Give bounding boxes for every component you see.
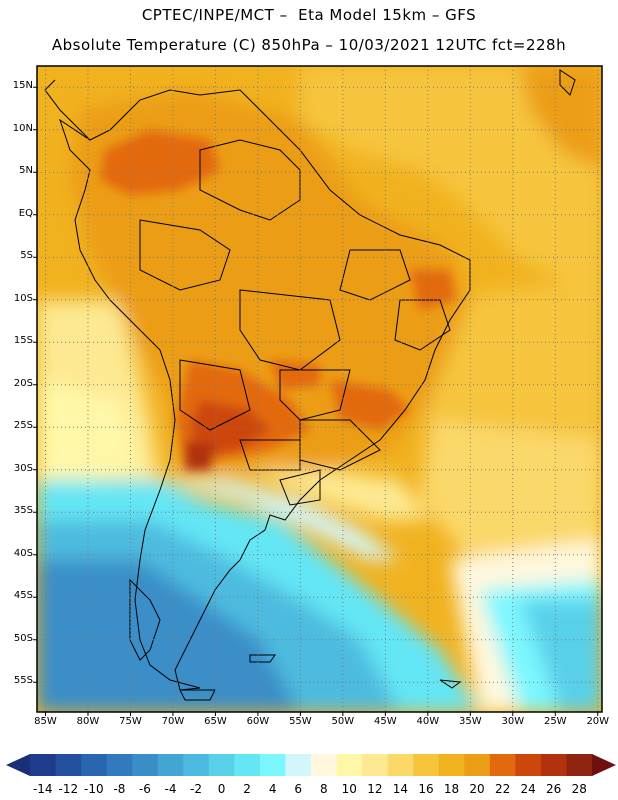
lon-label: 65W (204, 716, 227, 727)
lat-label: 20S (13, 377, 33, 389)
lat-label: 40S (13, 547, 33, 559)
colorbar-swatch (566, 754, 593, 776)
colorbar-label: 22 (494, 782, 511, 796)
colorbar-label: 16 (418, 782, 434, 796)
colorbar-label: 14 (392, 782, 409, 796)
colorbar-swatch (55, 754, 82, 776)
lat-label: 15S (13, 335, 33, 347)
colorbar-swatch (515, 754, 542, 776)
lat-label: 10S (13, 292, 33, 304)
colorbar-label: 10 (341, 782, 357, 796)
colorbar-label: -8 (113, 782, 126, 796)
lon-label: 60W (246, 716, 270, 727)
lat-label: 45S (13, 590, 33, 602)
lon-label: 20W (586, 716, 610, 727)
colorbar-swatch (234, 754, 261, 776)
colorbar-label: 20 (469, 782, 485, 796)
colorbar-swatch (311, 754, 338, 776)
colorbar-label: 0 (217, 782, 226, 796)
colorbar-label: 24 (520, 782, 536, 796)
colorbar-label: -6 (138, 782, 151, 796)
colorbar-label: -2 (190, 782, 203, 796)
plot-frame (36, 65, 603, 713)
colorbar-swatch (285, 754, 312, 776)
colorbar-swatch (362, 754, 389, 776)
lon-label: 35W (458, 716, 482, 727)
lon-label: 55W (289, 716, 312, 727)
lon-label: 45W (374, 716, 397, 727)
lon-label: 75W (119, 716, 142, 727)
colorbar-swatch (464, 754, 491, 776)
map-title-line1: CPTEC/INPE/MCT – Eta Model 15km – GFS (141, 6, 477, 24)
lat-label: EQ (18, 207, 33, 219)
colorbar-swatch (208, 754, 235, 776)
colorbar-swatch (413, 754, 440, 776)
colorbar-label: 18 (443, 782, 460, 796)
lat-label: 30S (13, 462, 33, 474)
colorbar-swatch (132, 754, 159, 776)
map-title-line2: Absolute Temperature (C) 850hPa – 10/03/… (51, 36, 567, 54)
lon-label: 30W (501, 716, 525, 727)
colorbar-label: 4 (268, 782, 277, 796)
colorbar-swatch (157, 754, 184, 776)
colorbar-label: 12 (367, 782, 383, 796)
colorbar (6, 754, 616, 776)
colorbar-swatch (259, 754, 286, 776)
colorbar-low-arrow (6, 754, 30, 776)
lat-label: 5N (19, 165, 33, 177)
colorbar-label: -10 (84, 782, 104, 796)
colorbar-label: 6 (294, 782, 303, 796)
lat-label: 10N (12, 122, 33, 134)
colorbar-swatch (387, 754, 414, 776)
colorbar-label: -14 (32, 782, 53, 796)
lon-label: 70W (161, 716, 185, 727)
colorbar-label: -4 (164, 782, 177, 796)
lat-label: 55S (13, 675, 33, 687)
lat-label: 25S (13, 420, 33, 432)
lon-label: 50W (331, 716, 355, 727)
temperature-field (37, 66, 602, 712)
lon-label: 40W (416, 716, 440, 727)
colorbar-swatch (106, 754, 133, 776)
lon-label: 80W (76, 716, 100, 727)
lon-label: 25W (543, 716, 567, 727)
colorbar-label: 8 (319, 782, 328, 796)
colorbar-swatch (489, 754, 516, 776)
lon-label: 85W (34, 716, 57, 727)
colorbar-swatch (336, 754, 363, 776)
colorbar-swatch (30, 754, 57, 776)
colorbar-label: -12 (58, 782, 79, 796)
colorbar-label: 26 (546, 782, 562, 796)
colorbar-swatch (81, 754, 108, 776)
coastlines (44, 69, 576, 701)
colorbar-label: 28 (571, 782, 587, 796)
lat-label: 5S (20, 250, 33, 262)
lat-label: 35S (13, 505, 33, 517)
lat-label: 50S (13, 632, 33, 644)
lat-label: 15N (12, 80, 33, 92)
colorbar-label: 2 (243, 782, 251, 796)
axis-ticks (33, 86, 599, 716)
colorbar-high-arrow (592, 754, 616, 776)
colorbar-swatch (183, 754, 210, 776)
colorbar-swatch (540, 754, 567, 776)
colorbar-swatch (438, 754, 465, 776)
